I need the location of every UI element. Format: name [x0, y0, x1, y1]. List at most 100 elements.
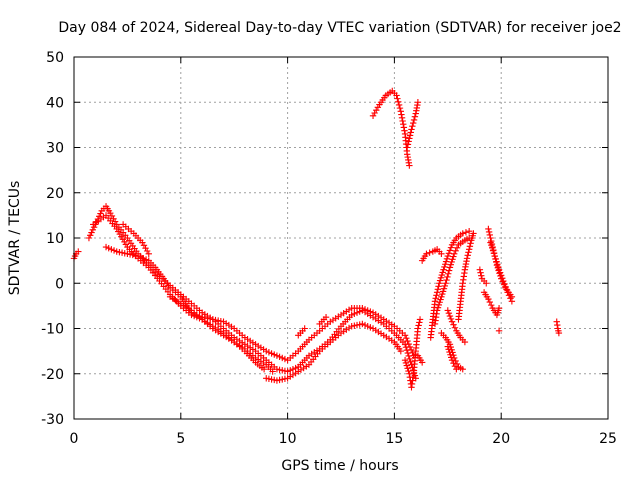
- data-point-marker: [459, 230, 466, 237]
- data-track: [102, 243, 417, 364]
- data-point-marker: [89, 226, 96, 234]
- data-point-marker: [405, 340, 412, 348]
- x-tick-label: 15: [385, 431, 403, 447]
- y-axis-label: SDTVAR / TECUs: [7, 181, 23, 296]
- data-point-marker: [495, 263, 502, 271]
- data-track: [431, 234, 473, 328]
- data-point-marker: [444, 273, 451, 281]
- data-point-marker: [439, 288, 447, 295]
- data-point-marker: [483, 280, 490, 287]
- data-point-marker: [431, 298, 439, 305]
- data-point-marker: [490, 250, 498, 257]
- data-track: [369, 87, 413, 169]
- data-point-marker: [463, 255, 471, 262]
- data-point-marker: [415, 322, 422, 329]
- data-point-marker: [85, 234, 93, 242]
- data-point-marker: [448, 356, 456, 364]
- data-point-marker: [451, 324, 459, 331]
- y-tick-label: 10: [46, 231, 64, 247]
- data-point-marker: [416, 319, 423, 326]
- data-point-marker: [465, 228, 473, 235]
- data-point-marker: [395, 101, 403, 109]
- data-point-marker: [408, 126, 415, 133]
- data-point-marker: [445, 310, 453, 317]
- data-point-marker: [401, 356, 409, 364]
- data-points: [70, 87, 563, 391]
- data-point-marker: [432, 295, 439, 302]
- data-point-marker: [453, 244, 461, 252]
- y-tick-label: -20: [41, 367, 64, 383]
- data-point-marker: [485, 228, 493, 236]
- data-point-marker: [487, 239, 494, 246]
- data-point-marker: [445, 267, 453, 274]
- data-point-marker: [459, 366, 466, 373]
- data-point-marker: [442, 261, 449, 268]
- data-point-marker: [401, 127, 408, 134]
- data-point-marker: [369, 112, 377, 120]
- data-point-marker: [405, 367, 412, 375]
- y-tick-label: 20: [46, 186, 64, 202]
- data-point-marker: [404, 144, 411, 151]
- data-point-marker: [406, 355, 413, 363]
- data-point-marker: [445, 250, 453, 257]
- data-point-marker: [404, 141, 412, 148]
- data-point-marker: [400, 124, 408, 131]
- data-point-marker: [404, 337, 411, 345]
- data-track: [485, 225, 516, 301]
- data-point-marker: [465, 246, 473, 253]
- data-point-marker: [448, 258, 455, 266]
- data-point-marker: [501, 280, 508, 288]
- data-point-marker: [322, 313, 330, 321]
- data-point-marker: [436, 280, 443, 287]
- data-point-marker: [143, 247, 151, 255]
- data-track: [480, 289, 503, 319]
- data-point-marker: [393, 92, 400, 99]
- data-point-marker: [444, 252, 451, 260]
- data-point-marker: [435, 301, 443, 309]
- data-point-marker: [75, 248, 82, 255]
- data-point-marker: [500, 277, 507, 285]
- data-point-marker: [444, 307, 451, 314]
- data-point-marker: [406, 343, 414, 351]
- data-point-marker: [142, 244, 149, 252]
- data-track: [495, 327, 503, 334]
- data-point-marker: [373, 106, 380, 114]
- data-point-marker: [488, 301, 495, 309]
- data-point-marker: [434, 304, 442, 311]
- data-point-marker: [301, 325, 308, 332]
- data-point-marker: [438, 250, 445, 258]
- data-point-marker: [467, 240, 474, 247]
- x-tick-label: 20: [492, 431, 510, 447]
- data-point-marker: [414, 99, 422, 106]
- data-point-marker: [496, 269, 504, 276]
- x-axis-label: GPS time / hours: [281, 458, 398, 474]
- data-point-marker: [508, 298, 516, 305]
- data-point-marker: [437, 274, 445, 282]
- data-point-marker: [478, 272, 485, 279]
- data-point-marker: [406, 132, 414, 139]
- data-point-marker: [495, 304, 503, 312]
- data-point-marker: [439, 290, 446, 298]
- data-point-marker: [448, 354, 455, 361]
- data-point-marker: [435, 283, 442, 290]
- data-point-marker: [406, 162, 413, 169]
- data-point-marker: [451, 250, 458, 258]
- data-point-marker: [489, 244, 496, 252]
- data-point-marker: [451, 363, 459, 370]
- data-track: [427, 228, 473, 341]
- data-point-marker: [494, 261, 501, 268]
- data-point-marker: [409, 123, 416, 130]
- data-point-marker: [438, 293, 445, 301]
- data-point-marker: [443, 276, 450, 284]
- data-point-marker: [485, 295, 492, 303]
- data-point-marker: [444, 343, 451, 350]
- x-tick-label: 5: [176, 431, 185, 447]
- data-point-marker: [441, 263, 448, 271]
- x-tick-label: 10: [279, 431, 297, 447]
- data-point-marker: [407, 346, 415, 354]
- data-point-marker: [555, 329, 563, 337]
- y-tick-label: -10: [41, 322, 64, 338]
- data-point-marker: [452, 247, 459, 255]
- data-point-marker: [505, 292, 513, 299]
